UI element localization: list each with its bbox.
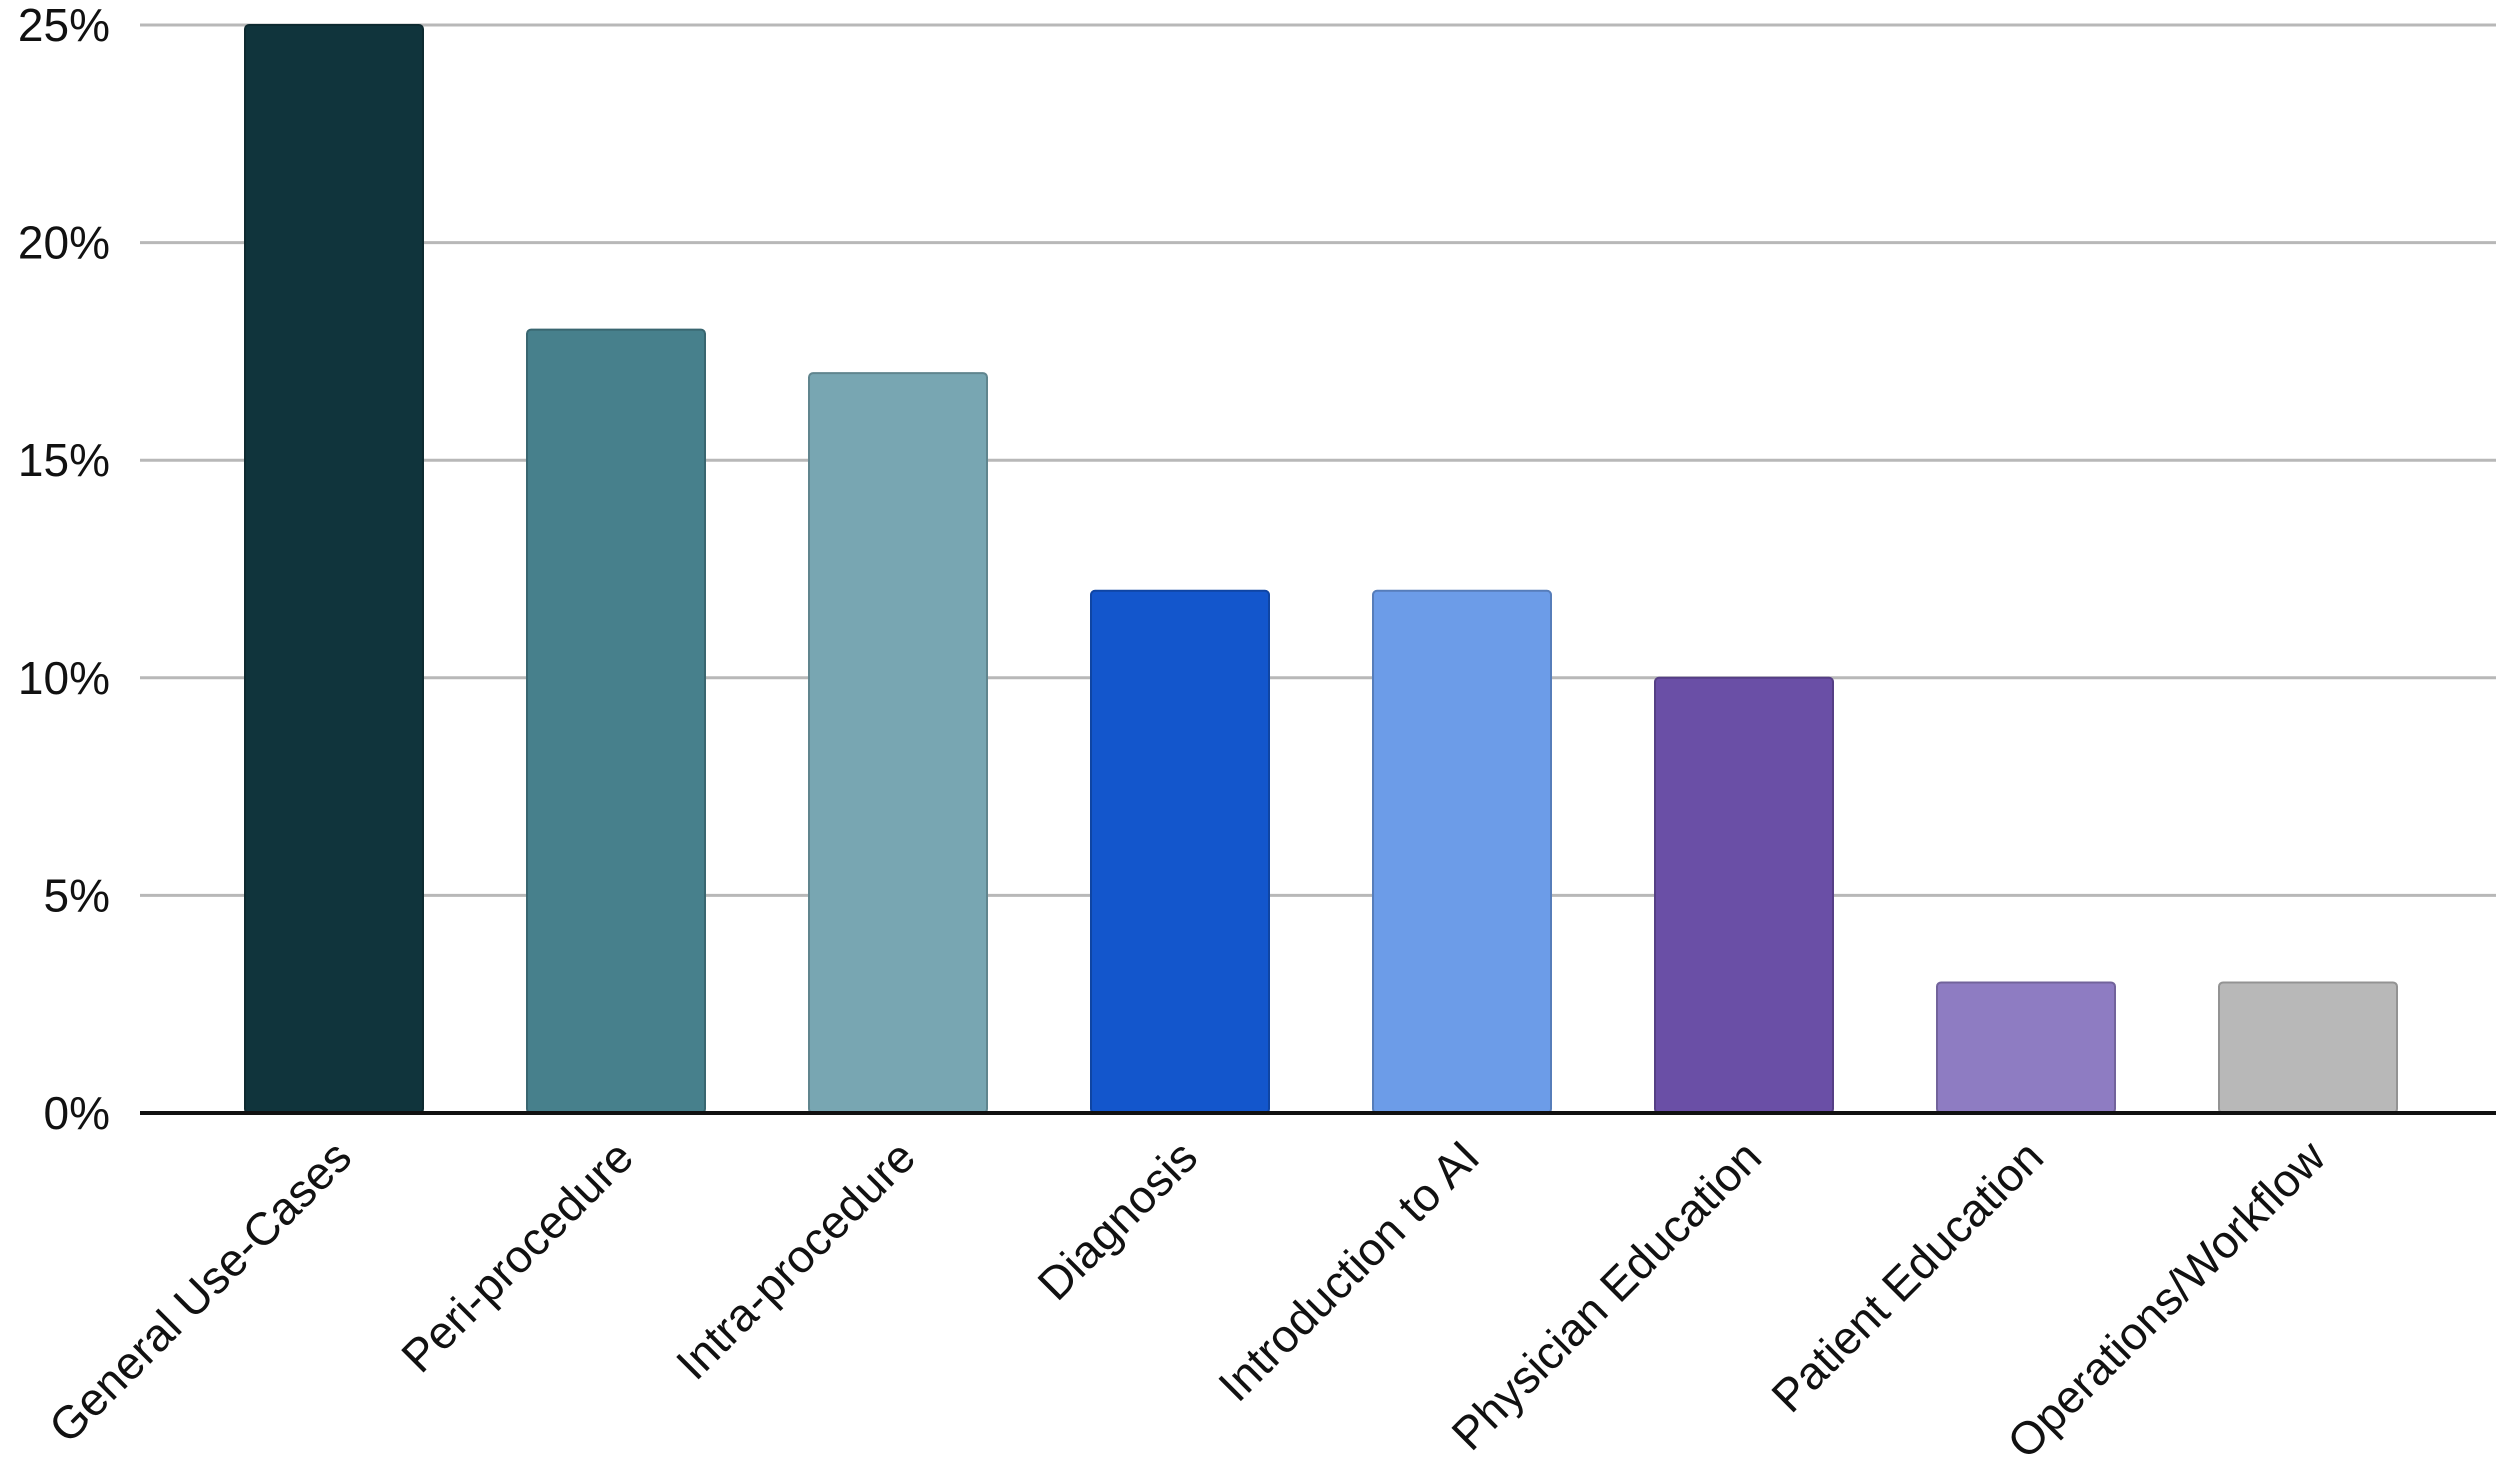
x-tick-label: Operations/Workflow (1997, 1130, 2336, 1469)
bar (1372, 589, 1552, 1114)
gridlines (140, 23, 2496, 897)
bars (244, 24, 2398, 1115)
bar (1654, 676, 1834, 1114)
x-tick-label: Physician Education (1441, 1130, 1771, 1460)
x-tick-label: General Use-Cases (39, 1130, 361, 1452)
y-tick-label: 20% (18, 217, 110, 269)
y-tick-label: 10% (18, 652, 110, 704)
y-tick-label: 5% (44, 869, 110, 921)
x-tick-label: Intra-procedure (666, 1130, 925, 1389)
x-tick-label: Diagnosis (1027, 1130, 1207, 1310)
x-axis-ticks: General Use-Cases Peri-procedure Intra-pro… (39, 1130, 2336, 1469)
bar (1936, 981, 2116, 1114)
y-tick-label: 0% (44, 1087, 110, 1139)
x-tick-label: Peri-procedure (391, 1130, 643, 1382)
x-tick-label: Introduction to AI (1208, 1130, 1489, 1411)
bar (2218, 981, 2398, 1114)
bar (526, 328, 706, 1114)
bar (1090, 589, 1270, 1114)
bar (244, 24, 424, 1114)
y-tick-label: 25% (18, 0, 110, 51)
x-tick-label: Patient Education (1761, 1130, 2053, 1422)
y-tick-label: 15% (18, 434, 110, 486)
bar (808, 372, 988, 1115)
y-axis-ticks: 0% 5% 10% 15% 20% 25% (18, 0, 110, 1139)
